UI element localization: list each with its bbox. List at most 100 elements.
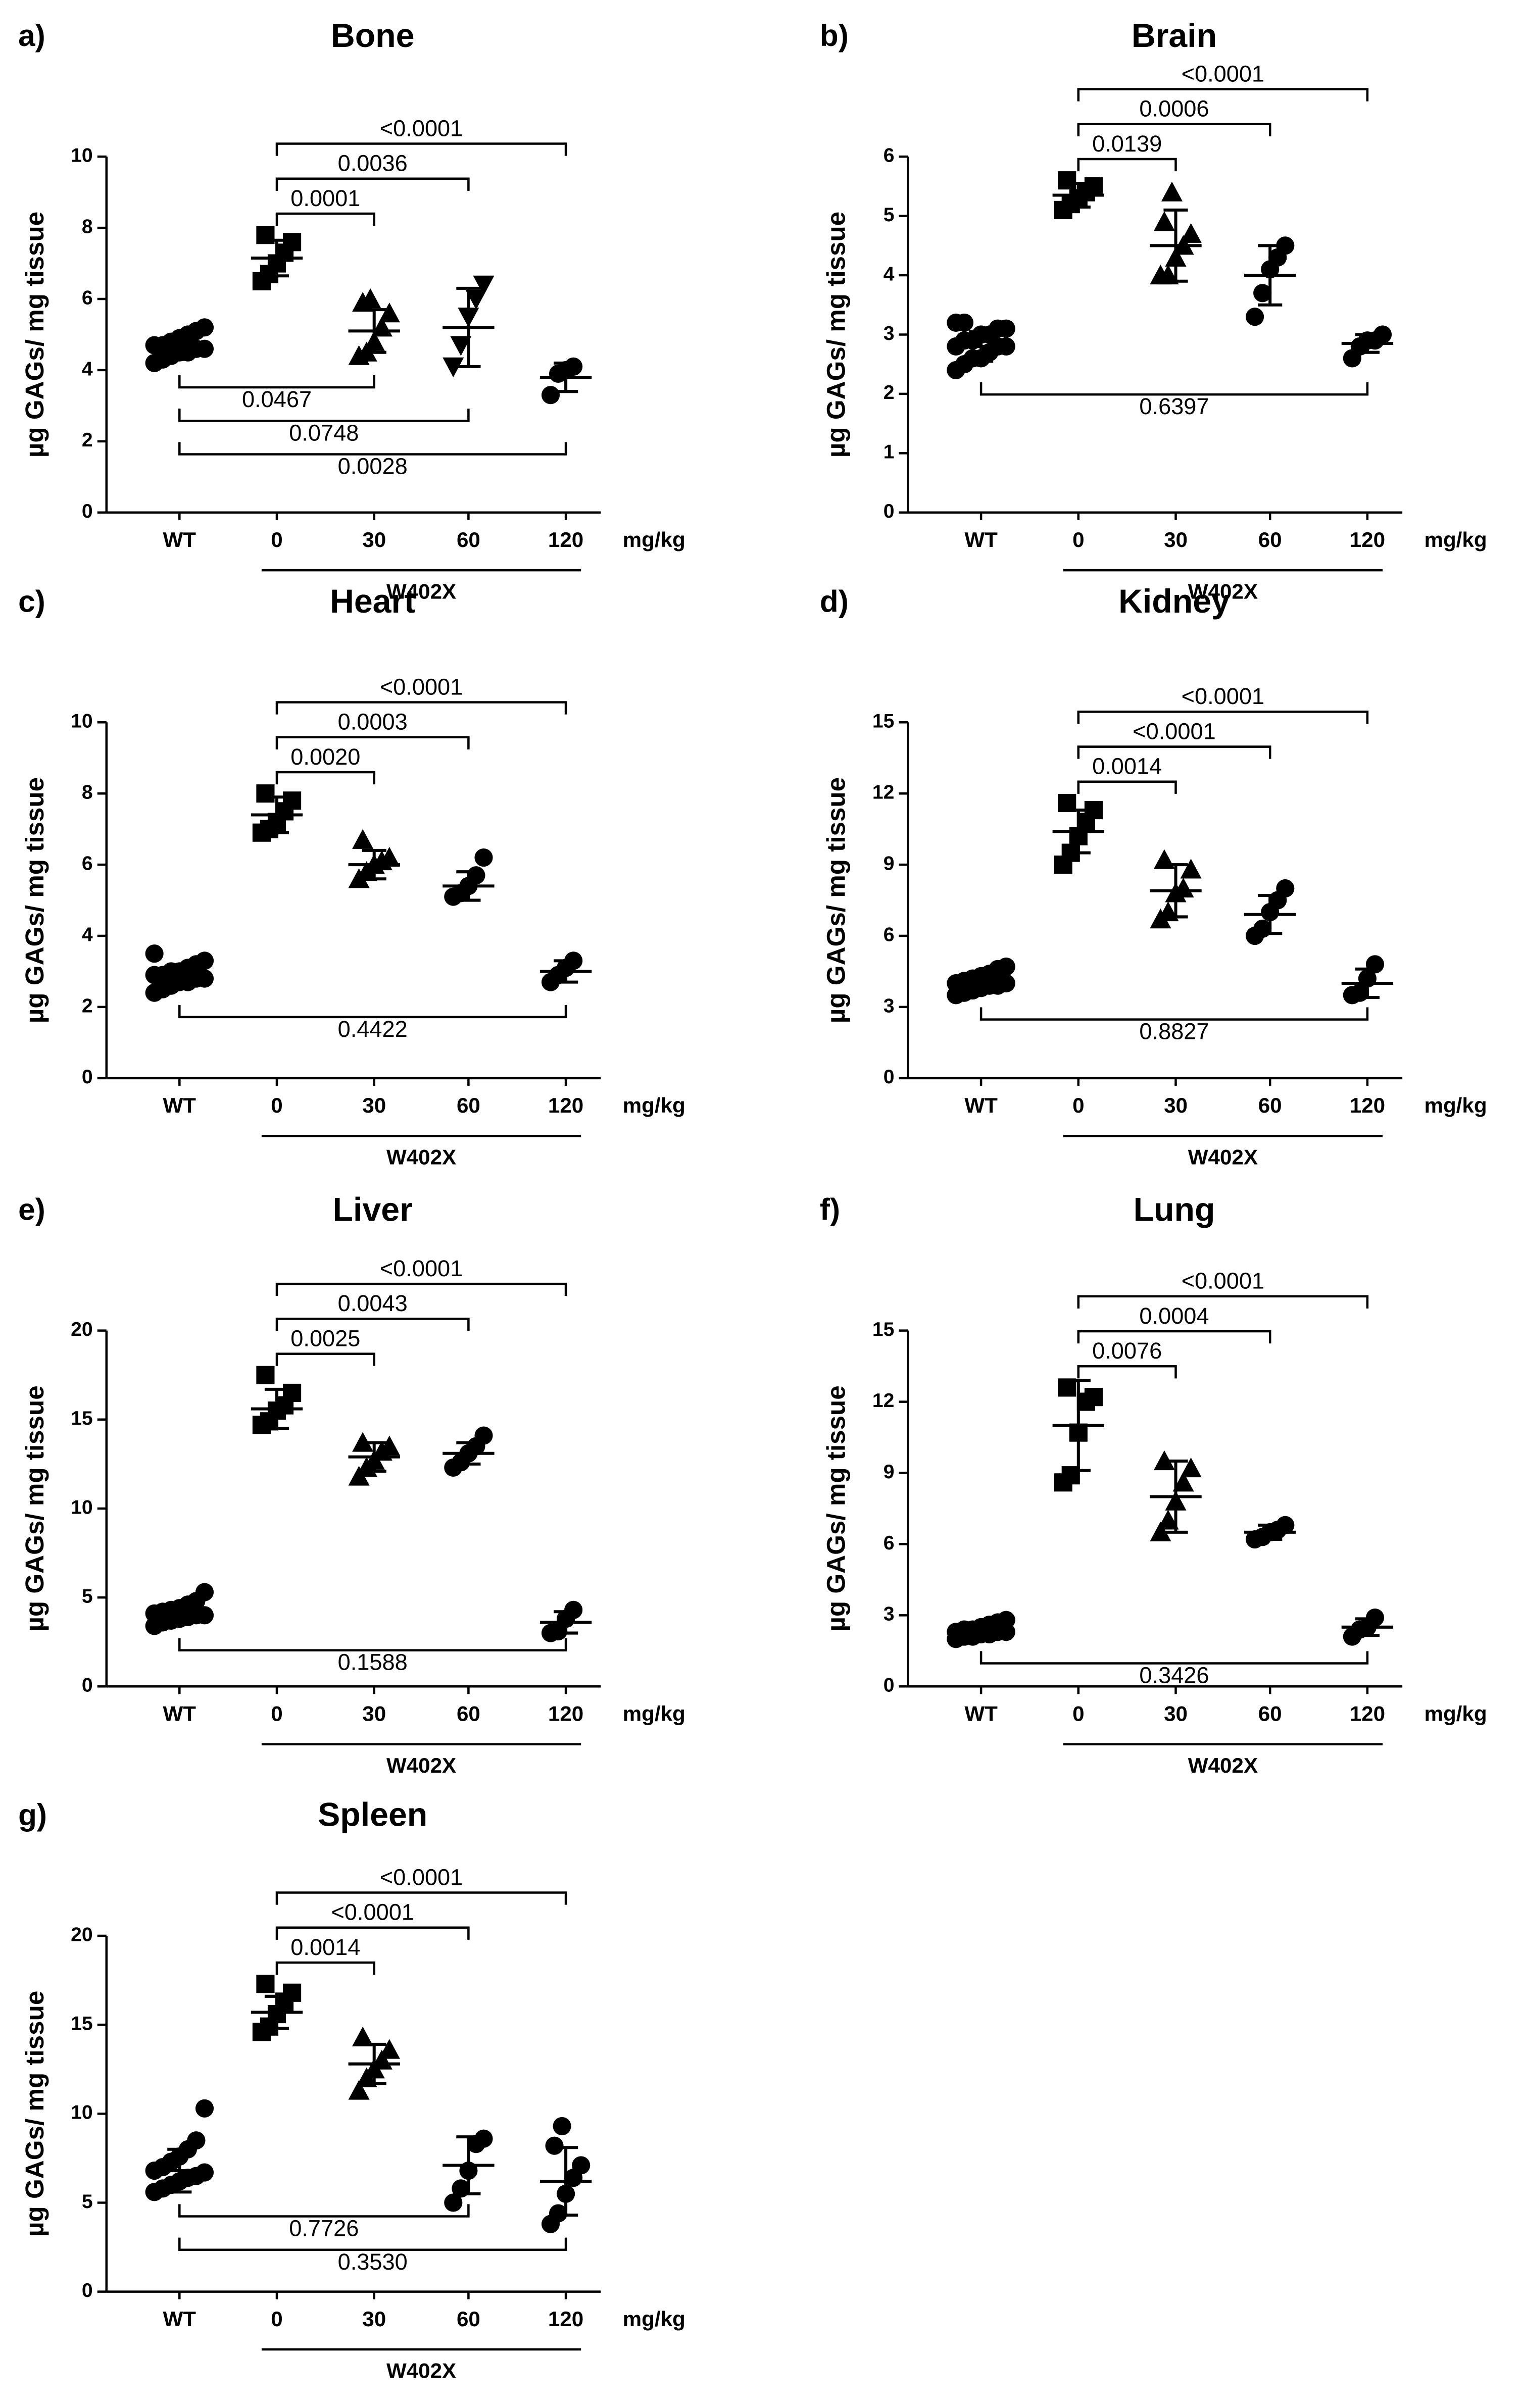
bracket — [275, 701, 567, 715]
y-tick-label: 4 — [82, 924, 93, 945]
x-tick-label: 30 — [362, 1702, 386, 1726]
sd-bar — [456, 2135, 481, 2195]
p-value: 0.0036 — [338, 150, 408, 176]
x-tick-label: 60 — [457, 1702, 480, 1726]
bracket — [1077, 1365, 1177, 1379]
x-tick-label: 0 — [1072, 528, 1084, 551]
point — [195, 318, 214, 337]
sd-bar — [456, 870, 481, 902]
sd-bar — [362, 2042, 386, 2085]
point — [955, 313, 974, 332]
y-tick-label: 2 — [884, 382, 895, 404]
sd-bar — [1163, 1459, 1188, 1534]
bracket — [1077, 1330, 1271, 1344]
chart-title: Kidney — [1118, 583, 1230, 620]
bracket — [275, 177, 470, 191]
y-axis-label: µg GAGs/ mg tissue — [20, 1385, 49, 1631]
point — [1180, 1458, 1202, 1478]
point — [541, 386, 560, 405]
point — [195, 2099, 214, 2118]
point — [997, 958, 1015, 976]
y-tick-label: 9 — [884, 852, 895, 874]
x-tick-label: 30 — [1164, 1702, 1188, 1726]
group-label: W402X — [1188, 1145, 1258, 1169]
y-tick-label: 20 — [71, 1924, 93, 1945]
sd-bar — [1066, 182, 1091, 209]
sd-bar — [264, 238, 289, 278]
point — [195, 969, 214, 988]
p-value: <0.0001 — [380, 115, 463, 141]
bracket — [275, 1961, 375, 1975]
bracket — [979, 1007, 1369, 1021]
bracket — [979, 1651, 1369, 1665]
sd-bar — [1066, 1379, 1091, 1472]
group-label: W402X — [1188, 579, 1258, 603]
y-tick-label: 6 — [82, 287, 93, 309]
p-value: 0.0006 — [1139, 96, 1209, 122]
x-unit: mg/kg — [1424, 528, 1487, 551]
bracket — [275, 1318, 470, 1331]
bracket — [275, 1282, 567, 1296]
sd-bar — [167, 1607, 192, 1624]
p-value: 0.0076 — [1092, 1338, 1162, 1364]
y-tick-label: 2 — [82, 995, 93, 1017]
point — [443, 357, 464, 377]
point — [572, 2156, 591, 2175]
panel-label: c) — [18, 584, 45, 618]
panel-label: e) — [18, 1192, 45, 1227]
p-value: 0.0004 — [1139, 1303, 1209, 1329]
point — [450, 336, 472, 356]
p-value: <0.0001 — [1182, 683, 1265, 709]
x-tick-label: 0 — [271, 2307, 282, 2331]
p-value: 0.0001 — [290, 185, 360, 211]
x-tick-label: 60 — [457, 2307, 480, 2331]
panel: f) Lung µg GAGs/ mg tissue 0 3 6 9 12 15 WT 0 30 60 1… — [820, 1191, 1487, 1777]
panel-label: b) — [820, 18, 849, 53]
group-label: W402X — [386, 579, 456, 603]
point — [1153, 211, 1175, 231]
point — [997, 1611, 1015, 1629]
x-tick-label: WT — [163, 1093, 197, 1117]
bracket — [275, 736, 470, 749]
sd-bar — [362, 1441, 386, 1473]
chart-title: Brain — [1132, 17, 1217, 55]
y-axis-label: µg GAGs/ mg tissue — [20, 777, 49, 1023]
point — [1172, 1472, 1194, 1492]
point — [187, 2131, 206, 2150]
bracket — [178, 1005, 567, 1019]
point — [378, 846, 400, 867]
p-value: <0.0001 — [380, 1864, 463, 1890]
bracket — [275, 212, 375, 226]
y-tick-label: 6 — [82, 852, 93, 874]
bracket — [1077, 711, 1369, 724]
point — [378, 303, 400, 323]
bracket — [275, 142, 567, 156]
p-value: 0.7726 — [289, 2216, 359, 2241]
point — [352, 829, 374, 849]
point — [997, 319, 1015, 338]
sd-bar — [167, 336, 192, 361]
y-tick-label: 0 — [82, 500, 93, 522]
point — [195, 2163, 214, 2182]
bracket — [275, 1891, 567, 1905]
x-tick-label: 60 — [457, 528, 480, 551]
x-tick-label: WT — [163, 528, 197, 551]
bracket — [1077, 123, 1271, 136]
x-tick-label: 30 — [362, 1093, 386, 1117]
bracket — [275, 1352, 375, 1366]
x-tick-label: 30 — [362, 2307, 386, 2331]
x-tick-label: WT — [964, 528, 998, 551]
panel: g) Spleen µg GAGs/ mg tissue 0 5 10 15 20 WT 0 30 6… — [18, 1796, 685, 2383]
p-value: <0.0001 — [1182, 61, 1265, 86]
point — [1180, 859, 1202, 879]
point — [1276, 236, 1295, 255]
panel: a) Bone µg GAGs/ mg tissue 0 2 4 6 8 10 WT 0 30 60 12… — [18, 17, 685, 604]
x-tick-label: WT — [964, 1702, 998, 1726]
x-tick-label: 60 — [457, 1093, 480, 1117]
group-label: W402X — [1188, 1753, 1258, 1777]
point — [256, 1975, 275, 1993]
x-tick-label: 120 — [1350, 1702, 1385, 1726]
chart-title: Heart — [330, 583, 415, 620]
sd-bar — [554, 2146, 578, 2217]
bracket — [275, 1926, 470, 1940]
